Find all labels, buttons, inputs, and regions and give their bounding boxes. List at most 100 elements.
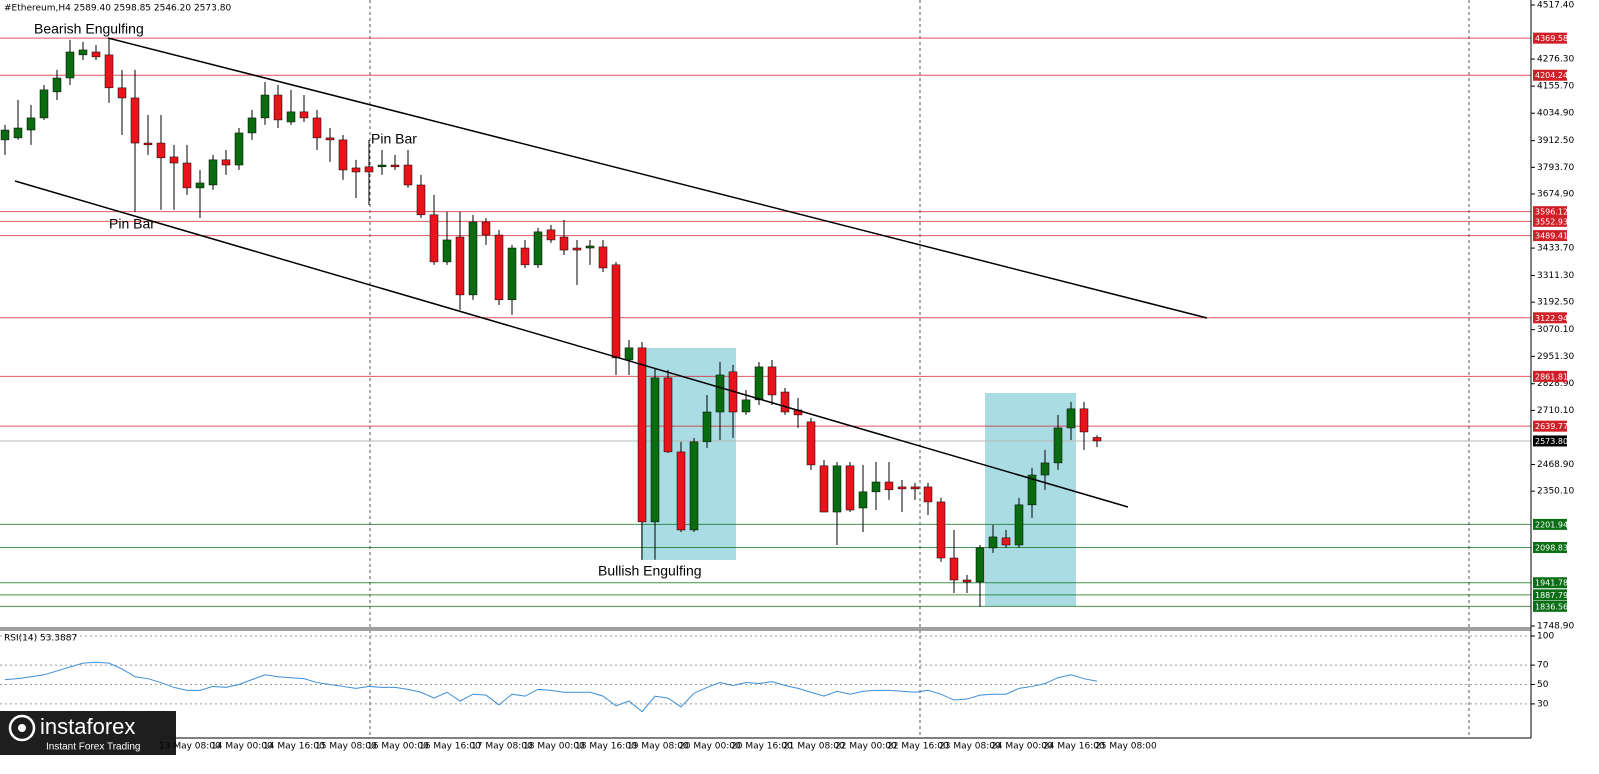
- candle-body: [1079, 408, 1089, 433]
- candle-body: [351, 167, 361, 173]
- candle-body: [52, 77, 62, 93]
- candle-body: [585, 245, 595, 249]
- candle-body: [923, 486, 933, 503]
- candle-body: [78, 49, 88, 56]
- logo-name: instaforex: [40, 714, 135, 739]
- candle-body: [260, 94, 270, 119]
- candle-body: [494, 234, 504, 301]
- current-price-label: 2573.80: [1535, 437, 1568, 446]
- candle-body: [1014, 504, 1024, 546]
- level-label-box: [1533, 312, 1567, 324]
- level-label-box: [1533, 32, 1567, 44]
- level-label: 3489.41: [1535, 232, 1568, 241]
- level-label: 1836.56: [1535, 602, 1568, 611]
- candle-body: [403, 164, 413, 186]
- y-tick-label: 3192.50: [1537, 298, 1574, 308]
- candle-body: [221, 159, 231, 166]
- y-tick-label: 4276.30: [1537, 55, 1574, 65]
- candle-body: [364, 166, 374, 173]
- candle-body: [130, 97, 140, 144]
- y-tick-label: 3311.30: [1537, 271, 1574, 281]
- candle-body: [1066, 408, 1076, 429]
- candle-body: [832, 465, 842, 513]
- level-label: 2098.83: [1535, 544, 1568, 553]
- candle-body: [468, 221, 478, 296]
- candle-body: [975, 547, 985, 583]
- level-label: 2639.77: [1535, 422, 1568, 431]
- candle-body: [676, 451, 686, 531]
- candle-body: [949, 557, 959, 581]
- x-tick-label: 16 May 16:00: [419, 742, 481, 752]
- x-tick-label: 16 May 00:00: [367, 742, 429, 752]
- candle-body: [286, 111, 296, 123]
- marks: [0, 37, 1531, 713]
- candle-body: [195, 182, 205, 189]
- candle-body: [208, 159, 218, 186]
- y-tick-label: 2468.90: [1537, 460, 1574, 470]
- trend-line: [107, 37, 1208, 319]
- level-label-box: [1533, 589, 1567, 601]
- candle-body: [143, 142, 153, 146]
- y-tick-label: 3070.10: [1537, 325, 1574, 335]
- level-label: 1941.78: [1535, 579, 1568, 588]
- level-label-box: [1533, 215, 1567, 227]
- candle-body: [962, 579, 972, 583]
- candle-body: [312, 117, 322, 139]
- candle-body: [455, 236, 465, 296]
- candle-body: [559, 236, 569, 251]
- current-price-box: [1533, 435, 1567, 447]
- candle-body: [767, 366, 777, 396]
- level-label-box: [1533, 518, 1567, 530]
- x-tick-label: 24 May 00:00: [991, 742, 1053, 752]
- x-tick-label: 20 May 16:00: [731, 742, 793, 752]
- candle-body: [325, 137, 335, 141]
- candle-body: [91, 51, 101, 58]
- candle-body: [689, 441, 699, 531]
- x-tick-label: 13 May 08:00: [159, 742, 221, 752]
- candle-body: [1027, 474, 1037, 506]
- candle-body: [273, 94, 283, 121]
- level-label-box: [1533, 206, 1567, 218]
- candle-body: [858, 491, 868, 509]
- candle-body: [845, 465, 855, 511]
- candle-body: [637, 347, 647, 523]
- candle-body: [481, 221, 491, 236]
- candle-body: [338, 139, 348, 171]
- x-tick-label: 18 May 00:00: [523, 742, 585, 752]
- candle-body: [104, 54, 114, 89]
- candle-body: [910, 486, 920, 490]
- x-tick-label: 23 May 08:00: [939, 742, 1001, 752]
- rsi-line: [4, 661, 1098, 713]
- candle-body: [1001, 537, 1011, 546]
- level-label-box: [1533, 577, 1567, 589]
- x-tick-label: 22 May 00:00: [835, 742, 897, 752]
- level-label: 2861.81: [1535, 372, 1568, 381]
- x-tick-label: 14 May 16:00: [263, 742, 325, 752]
- candle-body: [624, 347, 634, 361]
- y-tick-label: 4034.90: [1537, 109, 1574, 119]
- x-tick-label: 21 May 08:00: [783, 742, 845, 752]
- candle-body: [819, 465, 829, 513]
- x-tick-label: 14 May 00:00: [211, 742, 273, 752]
- level-label: 4369.58: [1535, 34, 1568, 43]
- candle-body: [507, 247, 517, 301]
- x-tick-label: 25 May 08:00: [1095, 742, 1157, 752]
- level-label-box: [1533, 600, 1567, 612]
- candle-body: [936, 501, 946, 559]
- candle-body: [377, 164, 387, 168]
- candle-body: [663, 377, 673, 453]
- candle-body: [897, 486, 907, 490]
- candle-body: [572, 247, 582, 251]
- level-label-box: [1533, 370, 1567, 382]
- x-tick-label: 17 May 08:00: [471, 742, 533, 752]
- x-tick-label: 20 May 00:00: [679, 742, 741, 752]
- candle-body: [871, 481, 881, 493]
- y-tick-label: 3433.70: [1537, 244, 1574, 254]
- rsi-title: RSI(14) 53.3887: [4, 634, 77, 644]
- candle-body: [780, 391, 790, 413]
- candle-body: [546, 229, 556, 241]
- annotation: Pin Bar: [109, 216, 155, 232]
